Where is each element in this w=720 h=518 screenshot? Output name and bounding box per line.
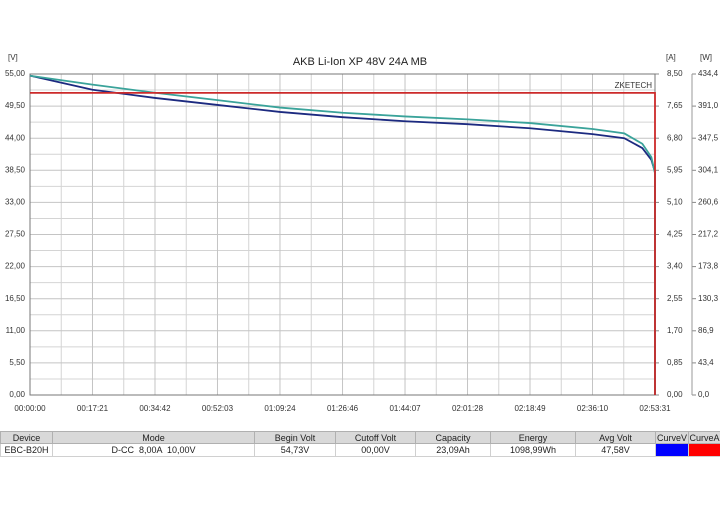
y-axis-unit: [V] [8, 53, 18, 62]
x-tick-label: 00:34:42 [139, 404, 171, 413]
cell: 1098,99Wh [490, 443, 576, 457]
cell: 47,58V [575, 443, 656, 457]
x-tick-label: 00:17:21 [77, 404, 109, 413]
x-tick-label: 02:01:28 [452, 404, 484, 413]
y3-tick-label: 304,1 [698, 165, 719, 174]
y2-axis-unit: [A] [666, 53, 676, 62]
y3-tick-label: 130,3 [698, 294, 719, 303]
y2-tick-label: 5,10 [667, 198, 683, 207]
x-tick-label: 01:09:24 [264, 404, 296, 413]
y2-tick-label: 5,95 [667, 165, 683, 174]
header-cell: Mode [52, 431, 255, 444]
y-tick-label: 22,00 [5, 262, 26, 271]
series-line [29, 74, 656, 395]
header-cell: CurveV [655, 431, 689, 444]
curve-a-swatch [688, 443, 720, 457]
cell: 23,09Ah [415, 443, 491, 457]
header-cell: Cutoff Volt [335, 431, 416, 444]
y-tick-label: 49,50 [5, 101, 26, 110]
y2-tick-label: 6,80 [667, 133, 683, 142]
y2-tick-label: 4,25 [667, 230, 683, 239]
y-tick-label: 16,50 [5, 294, 26, 303]
header-cell: Device [0, 431, 53, 444]
y3-axis-unit: [W] [700, 53, 712, 62]
header-cell: Capacity [415, 431, 491, 444]
y-tick-label: 5,50 [9, 358, 25, 367]
summary-table: Device Mode Begin Volt Cutoff Volt Capac… [0, 431, 720, 457]
y-tick-label: 0,00 [9, 390, 25, 399]
table-row: EBC-B20H D-CC 8,00A 10,00V 54,73V 00,00V… [0, 443, 720, 457]
x-tick-label: 01:26:46 [327, 404, 359, 413]
curve-v-swatch [655, 443, 689, 457]
cell: EBC-B20H [0, 443, 53, 457]
y2-tick-label: 0,00 [667, 390, 683, 399]
header-cell: Energy [490, 431, 576, 444]
y-tick-label: 33,00 [5, 198, 26, 207]
x-tick-label: 02:18:49 [514, 404, 546, 413]
series-line [29, 74, 656, 395]
y3-tick-label: 434,4 [698, 69, 719, 78]
y3-tick-label: 0,0 [698, 390, 710, 399]
y3-tick-label: 217,2 [698, 230, 719, 239]
y2-tick-label: 7,65 [667, 101, 683, 110]
y2-tick-label: 3,40 [667, 262, 683, 271]
series-line [30, 91, 656, 395]
cell: D-CC 8,00A 10,00V [52, 443, 255, 457]
y3-tick-label: 347,5 [698, 133, 719, 142]
y3-tick-label: 391,0 [698, 101, 719, 110]
y2-tick-label: 0,85 [667, 358, 683, 367]
cell: 54,73V [254, 443, 336, 457]
x-tick-label: 02:53:31 [639, 404, 671, 413]
y3-tick-label: 173,8 [698, 262, 719, 271]
table-header: Device Mode Begin Volt Cutoff Volt Capac… [0, 431, 720, 444]
y2-tick-label: 2,55 [667, 294, 683, 303]
y3-tick-label: 43,4 [698, 358, 714, 367]
x-tick-label: 01:44:07 [389, 404, 421, 413]
y3-tick-label: 86,9 [698, 326, 714, 335]
watermark: ZKETECH [615, 81, 653, 90]
header-cell: Avg Volt [575, 431, 656, 444]
y-tick-label: 11,00 [6, 326, 26, 335]
x-tick-label: 02:36:10 [577, 404, 609, 413]
header-cell: CurveA [688, 431, 720, 444]
chart: AKB Li-Ion XP 48V 24A MB [V] [A] [W] 00:… [5, 53, 719, 413]
y3-tick-label: 260,6 [698, 198, 719, 207]
header-cell: Begin Volt [254, 431, 336, 444]
y2-tick-label: 8,50 [667, 69, 683, 78]
y-tick-label: 55,00 [5, 69, 26, 78]
y-tick-label: 27,50 [5, 230, 26, 239]
y-tick-label: 38,50 [5, 165, 26, 174]
chart-title: AKB Li-Ion XP 48V 24A MB [293, 56, 427, 68]
cell: 00,00V [335, 443, 416, 457]
y-tick-label: 44,00 [5, 133, 26, 142]
x-tick-label: 00:52:03 [202, 404, 234, 413]
x-tick-label: 00:00:00 [14, 404, 46, 413]
y2-tick-label: 1,70 [667, 326, 683, 335]
